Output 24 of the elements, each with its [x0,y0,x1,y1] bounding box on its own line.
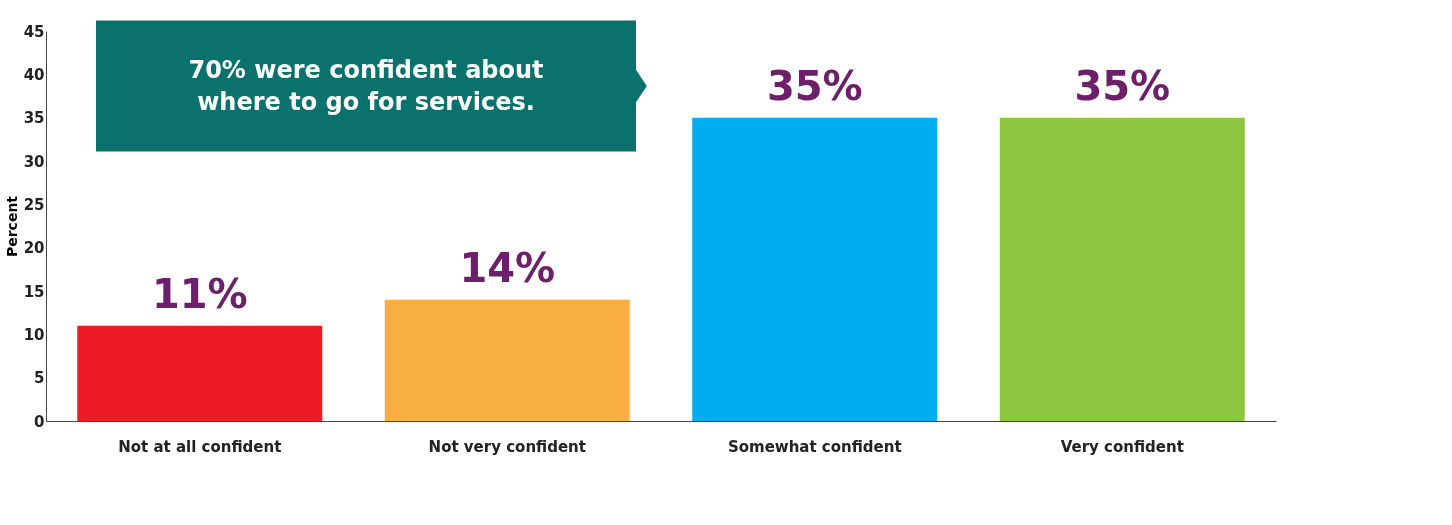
annotation: 70% were confident about where to go for services. [188,56,544,116]
data-label: 14% [459,244,556,291]
x-tick-label: Somewhat confident [727,437,902,456]
bar [384,299,630,421]
y-tick-label: 25 [23,195,45,214]
y-tick-label: 45 [23,22,45,41]
y-axis-title: Percent [3,195,20,258]
x-tick-label: Very confident [1060,437,1184,456]
y-tick-label: 15 [23,282,45,301]
x-tick-label: Not at all confident [118,437,282,456]
data-label: 11% [151,270,248,317]
bar [77,325,323,421]
y-tick-label: 40 [23,65,45,84]
y-tick-label: 30 [23,152,45,171]
y-tick-label: 5 [34,369,45,388]
y-tick-label: 35 [23,109,45,128]
y-tick-label: 0 [34,412,45,431]
x-tick-label: Not very confident [428,437,586,456]
y-tick-label: 10 [23,325,45,344]
bar [999,117,1245,421]
y-tick-label: 20 [23,239,45,258]
bar [692,117,938,421]
data-label: 35% [766,62,863,109]
data-label: 35% [1074,62,1171,109]
